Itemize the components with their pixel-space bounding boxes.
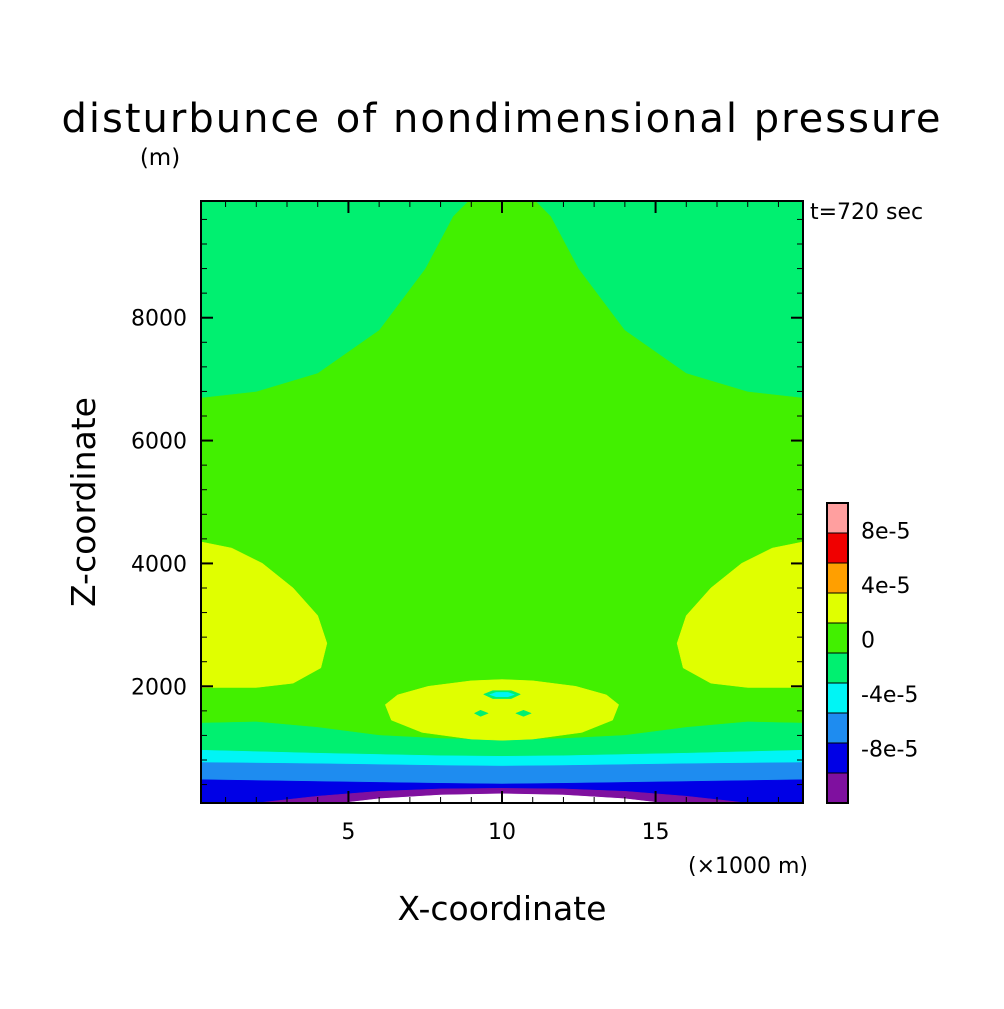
- colorbar-label: 8e-5: [861, 519, 910, 544]
- contour-fills: [201, 201, 803, 803]
- y-tick-label: 6000: [131, 430, 187, 455]
- contour-region-6: [384, 679, 620, 741]
- contour-region-13: [488, 692, 516, 697]
- contour-region-0: [201, 201, 803, 803]
- plot-area: [201, 201, 803, 803]
- colorbar-label: -8e-5: [861, 737, 918, 762]
- time-label: t=720 sec: [810, 200, 923, 225]
- colorbar-swatch: [826, 772, 849, 804]
- contour-region-3: [201, 541, 328, 688]
- colorbar-swatch: [826, 532, 849, 564]
- colorbar-swatch: [826, 592, 849, 624]
- colorbar-swatch: [826, 712, 849, 744]
- colorbar-swatch: [826, 742, 849, 774]
- colorbar-swatch: [826, 682, 849, 714]
- colorbar-label: -4e-5: [861, 683, 918, 708]
- y-unit-label: (m): [140, 145, 180, 171]
- colorbar: -8e-5 -4e-5 0 4e-5 8e-5: [826, 502, 918, 804]
- y-tick-label: 8000: [131, 307, 187, 332]
- axes: 5 10 15 2000 4000 6000 8000: [131, 200, 804, 845]
- x-axis-label: X-coordinate: [398, 889, 607, 928]
- y-tick-label: 2000: [131, 675, 187, 700]
- contour-region-1: [201, 201, 469, 398]
- colorbar-swatch: [826, 622, 849, 654]
- x-tick-label: 15: [642, 820, 670, 845]
- y-tick-label: 4000: [131, 552, 187, 577]
- colorbar-label: 4e-5: [861, 574, 910, 599]
- contour-region-15: [515, 709, 532, 717]
- colorbar-frame: [826, 502, 849, 804]
- x-unit-label: (×1000 m): [688, 854, 808, 879]
- x-tick-label: 5: [341, 820, 355, 845]
- colorbar-swatch: [826, 562, 849, 594]
- contour-region-14: [473, 709, 489, 717]
- colorbar-swatch: [826, 502, 849, 534]
- x-tick-label: 10: [488, 820, 516, 845]
- y-axis-label: Z-coordinate: [64, 397, 103, 607]
- contour-region-4: [676, 541, 803, 688]
- contour-region-2: [535, 201, 803, 398]
- chart-title: disturbunce of nondimensional pressure: [62, 96, 943, 142]
- colorbar-swatch: [826, 652, 849, 684]
- colorbar-label: 0: [861, 628, 875, 653]
